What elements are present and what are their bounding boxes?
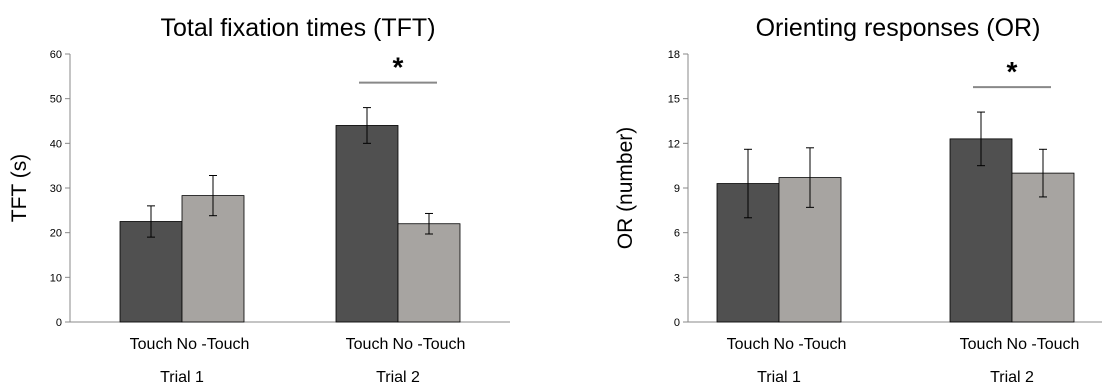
y-tick-label: 30 bbox=[50, 183, 62, 195]
category-label: Touch bbox=[727, 336, 770, 353]
group-label: Trial 2 bbox=[990, 369, 1034, 386]
group-label: Trial 1 bbox=[160, 369, 204, 386]
y-tick-label: 12 bbox=[668, 138, 680, 150]
y-tick-label: 0 bbox=[56, 317, 62, 329]
y-axis-label: TFT (s) bbox=[8, 154, 31, 222]
bar-no-touch-trial-1 bbox=[181, 195, 245, 323]
y-tick-label: 15 bbox=[668, 94, 680, 106]
significance-star: * bbox=[1007, 56, 1018, 87]
bar-no-touch-trial-2 bbox=[397, 223, 461, 323]
significance-star: * bbox=[393, 52, 404, 83]
chart-2: Orienting responses (OR) OR (number) 0 3 6 9 1… bbox=[614, 14, 1102, 386]
y-tick-label: 10 bbox=[50, 272, 62, 284]
category-label: Touch bbox=[130, 336, 173, 353]
category-label: No -Touch bbox=[1007, 336, 1080, 353]
category-label: No -Touch bbox=[774, 336, 847, 353]
chart-1: Total fixation times (TFT) TFT (s) 0 10 20 30… bbox=[8, 14, 510, 386]
y-tick-label: 50 bbox=[50, 94, 62, 106]
category-label: Touch bbox=[960, 336, 1003, 353]
y-tick-label: 9 bbox=[674, 183, 680, 195]
y-tick-label: 3 bbox=[674, 272, 680, 284]
chart-title: Total fixation times (TFT) bbox=[160, 14, 435, 42]
y-axis-label: OR (number) bbox=[614, 127, 637, 250]
category-label: No -Touch bbox=[177, 336, 250, 353]
category-label: Touch bbox=[346, 336, 389, 353]
y-tick-label: 20 bbox=[50, 228, 62, 240]
y-tick-label: 18 bbox=[668, 49, 680, 61]
y-tick-label: 40 bbox=[50, 138, 62, 150]
y-tick-label: 60 bbox=[50, 49, 62, 61]
y-tick-label: 0 bbox=[674, 317, 680, 329]
y-tick-label: 6 bbox=[674, 228, 680, 240]
bar-touch-trial-2 bbox=[335, 125, 399, 323]
bar-no-touch-trial-2 bbox=[1011, 172, 1075, 323]
group-label: Trial 1 bbox=[757, 369, 801, 386]
category-label: No -Touch bbox=[393, 336, 466, 353]
group-label: Trial 2 bbox=[376, 369, 420, 386]
bar-touch-trial-2 bbox=[949, 138, 1013, 323]
chart-title: Orienting responses (OR) bbox=[756, 14, 1041, 42]
